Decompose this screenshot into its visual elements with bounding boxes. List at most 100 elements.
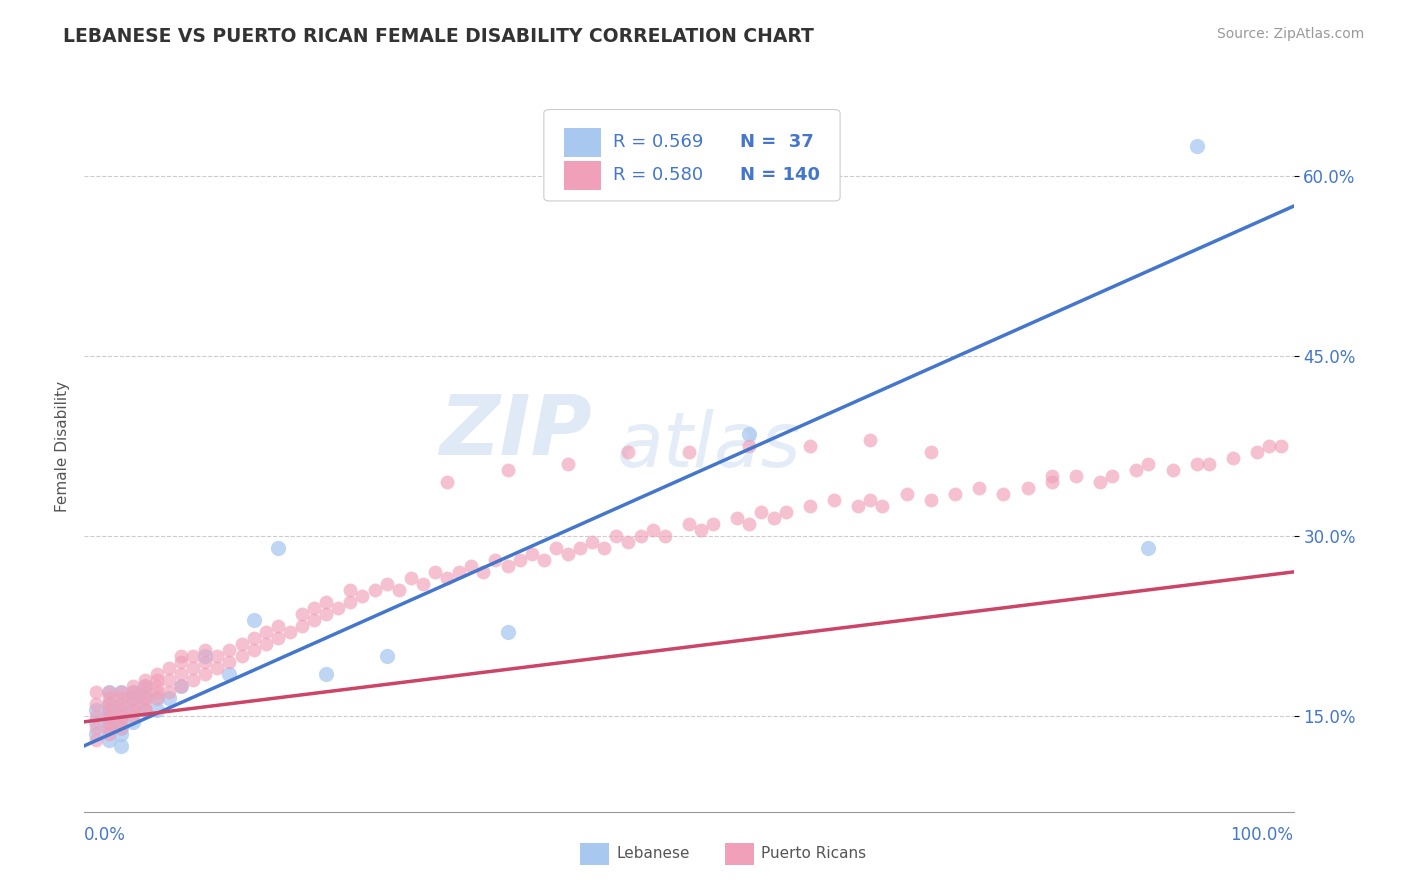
Point — [146, 679, 169, 693]
Point — [146, 703, 169, 717]
Point — [593, 541, 616, 555]
Point — [110, 690, 132, 705]
Point — [533, 553, 555, 567]
Point — [254, 637, 277, 651]
Point — [207, 648, 229, 663]
Text: 100.0%: 100.0% — [1230, 826, 1294, 844]
Point — [496, 624, 519, 639]
Point — [134, 690, 156, 705]
Text: Source: ZipAtlas.com: Source: ZipAtlas.com — [1216, 27, 1364, 41]
Point — [823, 492, 845, 507]
Point — [170, 655, 193, 669]
Point — [472, 565, 495, 579]
Point — [484, 553, 506, 567]
Point — [218, 655, 240, 669]
Point — [1185, 457, 1208, 471]
Point — [86, 697, 108, 711]
Bar — [564, 128, 600, 157]
Point — [738, 427, 761, 442]
Point — [859, 492, 882, 507]
Point — [315, 595, 337, 609]
Point — [412, 577, 434, 591]
Point — [110, 739, 132, 753]
Point — [218, 643, 240, 657]
Point — [1270, 439, 1292, 453]
Point — [97, 714, 120, 729]
Point — [97, 727, 120, 741]
Point — [302, 600, 325, 615]
Point — [146, 666, 169, 681]
Point — [1258, 439, 1281, 453]
Point — [121, 703, 143, 717]
Point — [121, 685, 143, 699]
Point — [1125, 463, 1147, 477]
Point — [121, 690, 143, 705]
Point — [134, 703, 156, 717]
Point — [181, 661, 204, 675]
Point — [617, 535, 640, 549]
Text: N =  37: N = 37 — [740, 134, 814, 152]
Point — [181, 648, 204, 663]
Point — [920, 492, 942, 507]
Point — [157, 661, 180, 675]
Point — [97, 721, 120, 735]
Point — [1064, 469, 1087, 483]
Point — [86, 732, 108, 747]
Point — [97, 685, 120, 699]
Point — [605, 529, 627, 543]
Point — [110, 708, 132, 723]
Point — [581, 535, 603, 549]
Point — [544, 541, 567, 555]
Text: R = 0.580: R = 0.580 — [613, 167, 703, 185]
Point — [170, 679, 193, 693]
Point — [1088, 475, 1111, 489]
Point — [97, 708, 120, 723]
Point — [134, 697, 156, 711]
Point — [725, 511, 748, 525]
Point — [943, 487, 966, 501]
Point — [218, 666, 240, 681]
Point — [121, 685, 143, 699]
Point — [97, 690, 120, 705]
Point — [97, 714, 120, 729]
Point — [339, 595, 361, 609]
Point — [460, 558, 482, 573]
Point — [157, 685, 180, 699]
Point — [630, 529, 652, 543]
Point — [86, 714, 108, 729]
Point — [1222, 450, 1244, 465]
Bar — [581, 843, 609, 865]
Point — [496, 558, 519, 573]
Point — [110, 708, 132, 723]
Point — [1185, 139, 1208, 153]
Point — [242, 613, 264, 627]
Point — [181, 673, 204, 687]
Point — [194, 666, 217, 681]
Point — [315, 607, 337, 621]
Point — [134, 679, 156, 693]
Text: Lebanese: Lebanese — [616, 846, 690, 861]
Point — [1246, 445, 1268, 459]
Point — [134, 690, 156, 705]
Point — [993, 487, 1015, 501]
Point — [86, 721, 108, 735]
Point — [231, 648, 253, 663]
Point — [738, 516, 761, 531]
Point — [678, 445, 700, 459]
Point — [1017, 481, 1039, 495]
Point — [146, 685, 169, 699]
Point — [231, 637, 253, 651]
Point — [110, 685, 132, 699]
Point — [872, 499, 894, 513]
Point — [375, 577, 398, 591]
Point — [678, 516, 700, 531]
Point — [399, 571, 422, 585]
Point — [569, 541, 592, 555]
Point — [291, 619, 314, 633]
FancyBboxPatch shape — [544, 110, 841, 201]
Point — [110, 685, 132, 699]
Point — [375, 648, 398, 663]
Point — [194, 643, 217, 657]
Point — [302, 613, 325, 627]
Point — [496, 463, 519, 477]
